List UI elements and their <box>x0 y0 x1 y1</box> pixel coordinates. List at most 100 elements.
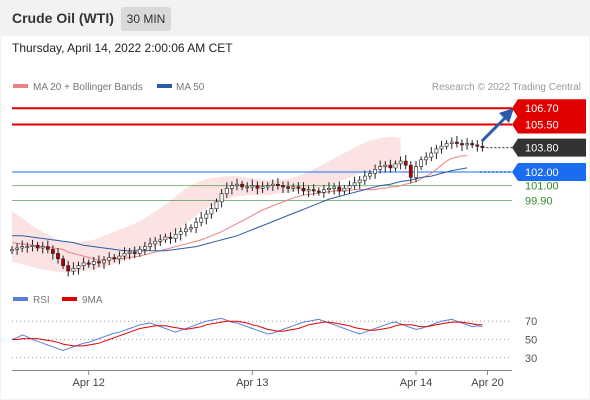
candle-body <box>337 186 342 192</box>
candle-body <box>454 141 459 144</box>
ma50-line <box>12 167 468 252</box>
legend-swatch-9ma <box>62 297 77 301</box>
price-chart-area <box>10 107 514 277</box>
level-label-105.50: 105.50 <box>525 120 559 132</box>
candle-body <box>35 245 40 249</box>
price-levels: 106.70 105.50 103.80 102.00 101.00 99.90 <box>512 99 586 208</box>
copyright-text: Research © 2022 Trading Central <box>432 82 581 93</box>
candle-body <box>214 201 219 209</box>
candle-body <box>255 185 260 189</box>
candle-body <box>230 185 234 189</box>
candle-body <box>393 163 398 169</box>
candle-body <box>316 190 321 193</box>
candle-body <box>321 189 326 193</box>
level-tag-106.70 <box>512 99 586 118</box>
candle-body <box>199 217 204 223</box>
candle-body <box>143 246 147 250</box>
candle-body <box>137 249 142 254</box>
candle-body <box>306 189 311 192</box>
rsi-tick-30: 30 <box>525 353 537 365</box>
candle-body <box>362 175 367 181</box>
candle-body <box>235 183 239 186</box>
candle-body <box>204 213 209 219</box>
candle-body <box>117 255 122 260</box>
candle-body <box>127 251 132 254</box>
level-label-101.00: 101.00 <box>525 181 559 193</box>
candle-body <box>158 239 163 242</box>
candle-body <box>414 166 418 178</box>
candle-body <box>50 249 55 254</box>
legend-label-rsi: RSI <box>33 295 50 306</box>
candle-body <box>449 141 454 144</box>
candle-body <box>460 143 464 146</box>
candle-body <box>56 253 60 260</box>
candle-body <box>178 231 183 235</box>
level-label-99.90: 99.90 <box>525 196 553 208</box>
candle-body <box>112 257 117 260</box>
rsi-tick-70: 70 <box>525 316 537 328</box>
candle-body <box>301 188 306 192</box>
candle-body <box>347 185 352 189</box>
legend-swatch-ma50 <box>157 84 172 88</box>
candle-body <box>357 179 362 184</box>
level-tag-103.80 <box>512 138 586 157</box>
candle-body <box>424 156 429 161</box>
candle-body <box>444 143 449 147</box>
candle-body <box>240 183 245 188</box>
legend-swatch-rsi <box>13 297 28 301</box>
x-tick-label-apr-13: Apr 13 <box>236 377 268 389</box>
candle-body <box>122 253 127 257</box>
candle-body <box>91 261 96 265</box>
candle-body <box>378 166 383 170</box>
candle-body <box>250 185 255 188</box>
instrument-title: Crude Oil (WTI) <box>12 10 114 26</box>
trend-arrow-shaft <box>480 115 508 143</box>
chart-timestamp: Thursday, April 14, 2022 2:00:06 AM CET <box>12 41 233 55</box>
candle-body <box>97 261 101 264</box>
candle-body <box>311 189 316 192</box>
candle-body <box>470 143 475 146</box>
candle-body <box>107 257 112 261</box>
candle-body <box>388 164 393 169</box>
candle-body <box>86 262 91 265</box>
chart-header: Crude Oil (WTI) 30 MIN <box>0 0 590 36</box>
candle-body <box>40 246 45 249</box>
candle-body <box>373 169 378 174</box>
time-axis: Apr 12 Apr 13 Apr 14 Apr 20 <box>12 370 512 389</box>
timeframe-badge[interactable]: 30 MIN <box>121 7 171 31</box>
rsi-9ma-line <box>12 320 483 347</box>
candle-body <box>342 188 347 192</box>
ma20-line <box>11 155 468 261</box>
candle-body <box>189 227 193 230</box>
candle-body <box>439 145 444 150</box>
legend-label-9ma: 9MA <box>82 295 103 306</box>
bollinger-band <box>12 136 401 273</box>
candle-body <box>245 186 250 189</box>
candle-body <box>148 243 153 247</box>
candle-body <box>475 144 480 147</box>
candle-body <box>153 240 158 245</box>
candle-body <box>332 186 337 189</box>
level-label-103.80: 103.80 <box>525 143 559 155</box>
candle-body <box>71 268 76 272</box>
candle-body <box>260 186 265 189</box>
candle-body <box>102 259 106 264</box>
candle-body <box>327 188 331 191</box>
candle-body <box>465 143 470 146</box>
level-label-102.00: 102.00 <box>525 167 559 179</box>
candle-body <box>219 193 224 203</box>
candle-body <box>275 183 280 186</box>
candle-body <box>81 262 86 266</box>
level-label-106.70: 106.70 <box>525 103 559 115</box>
legend-label-ma50: MA 50 <box>176 82 205 93</box>
candle-body <box>352 182 357 186</box>
candle-body <box>173 234 178 239</box>
candle-body <box>281 185 285 188</box>
candle-body <box>15 247 20 250</box>
x-tick-label-apr-20: Apr 20 <box>471 377 503 389</box>
candle-body <box>194 221 199 228</box>
legend-swatch-ma20 <box>13 84 28 88</box>
candle-body <box>286 186 291 189</box>
